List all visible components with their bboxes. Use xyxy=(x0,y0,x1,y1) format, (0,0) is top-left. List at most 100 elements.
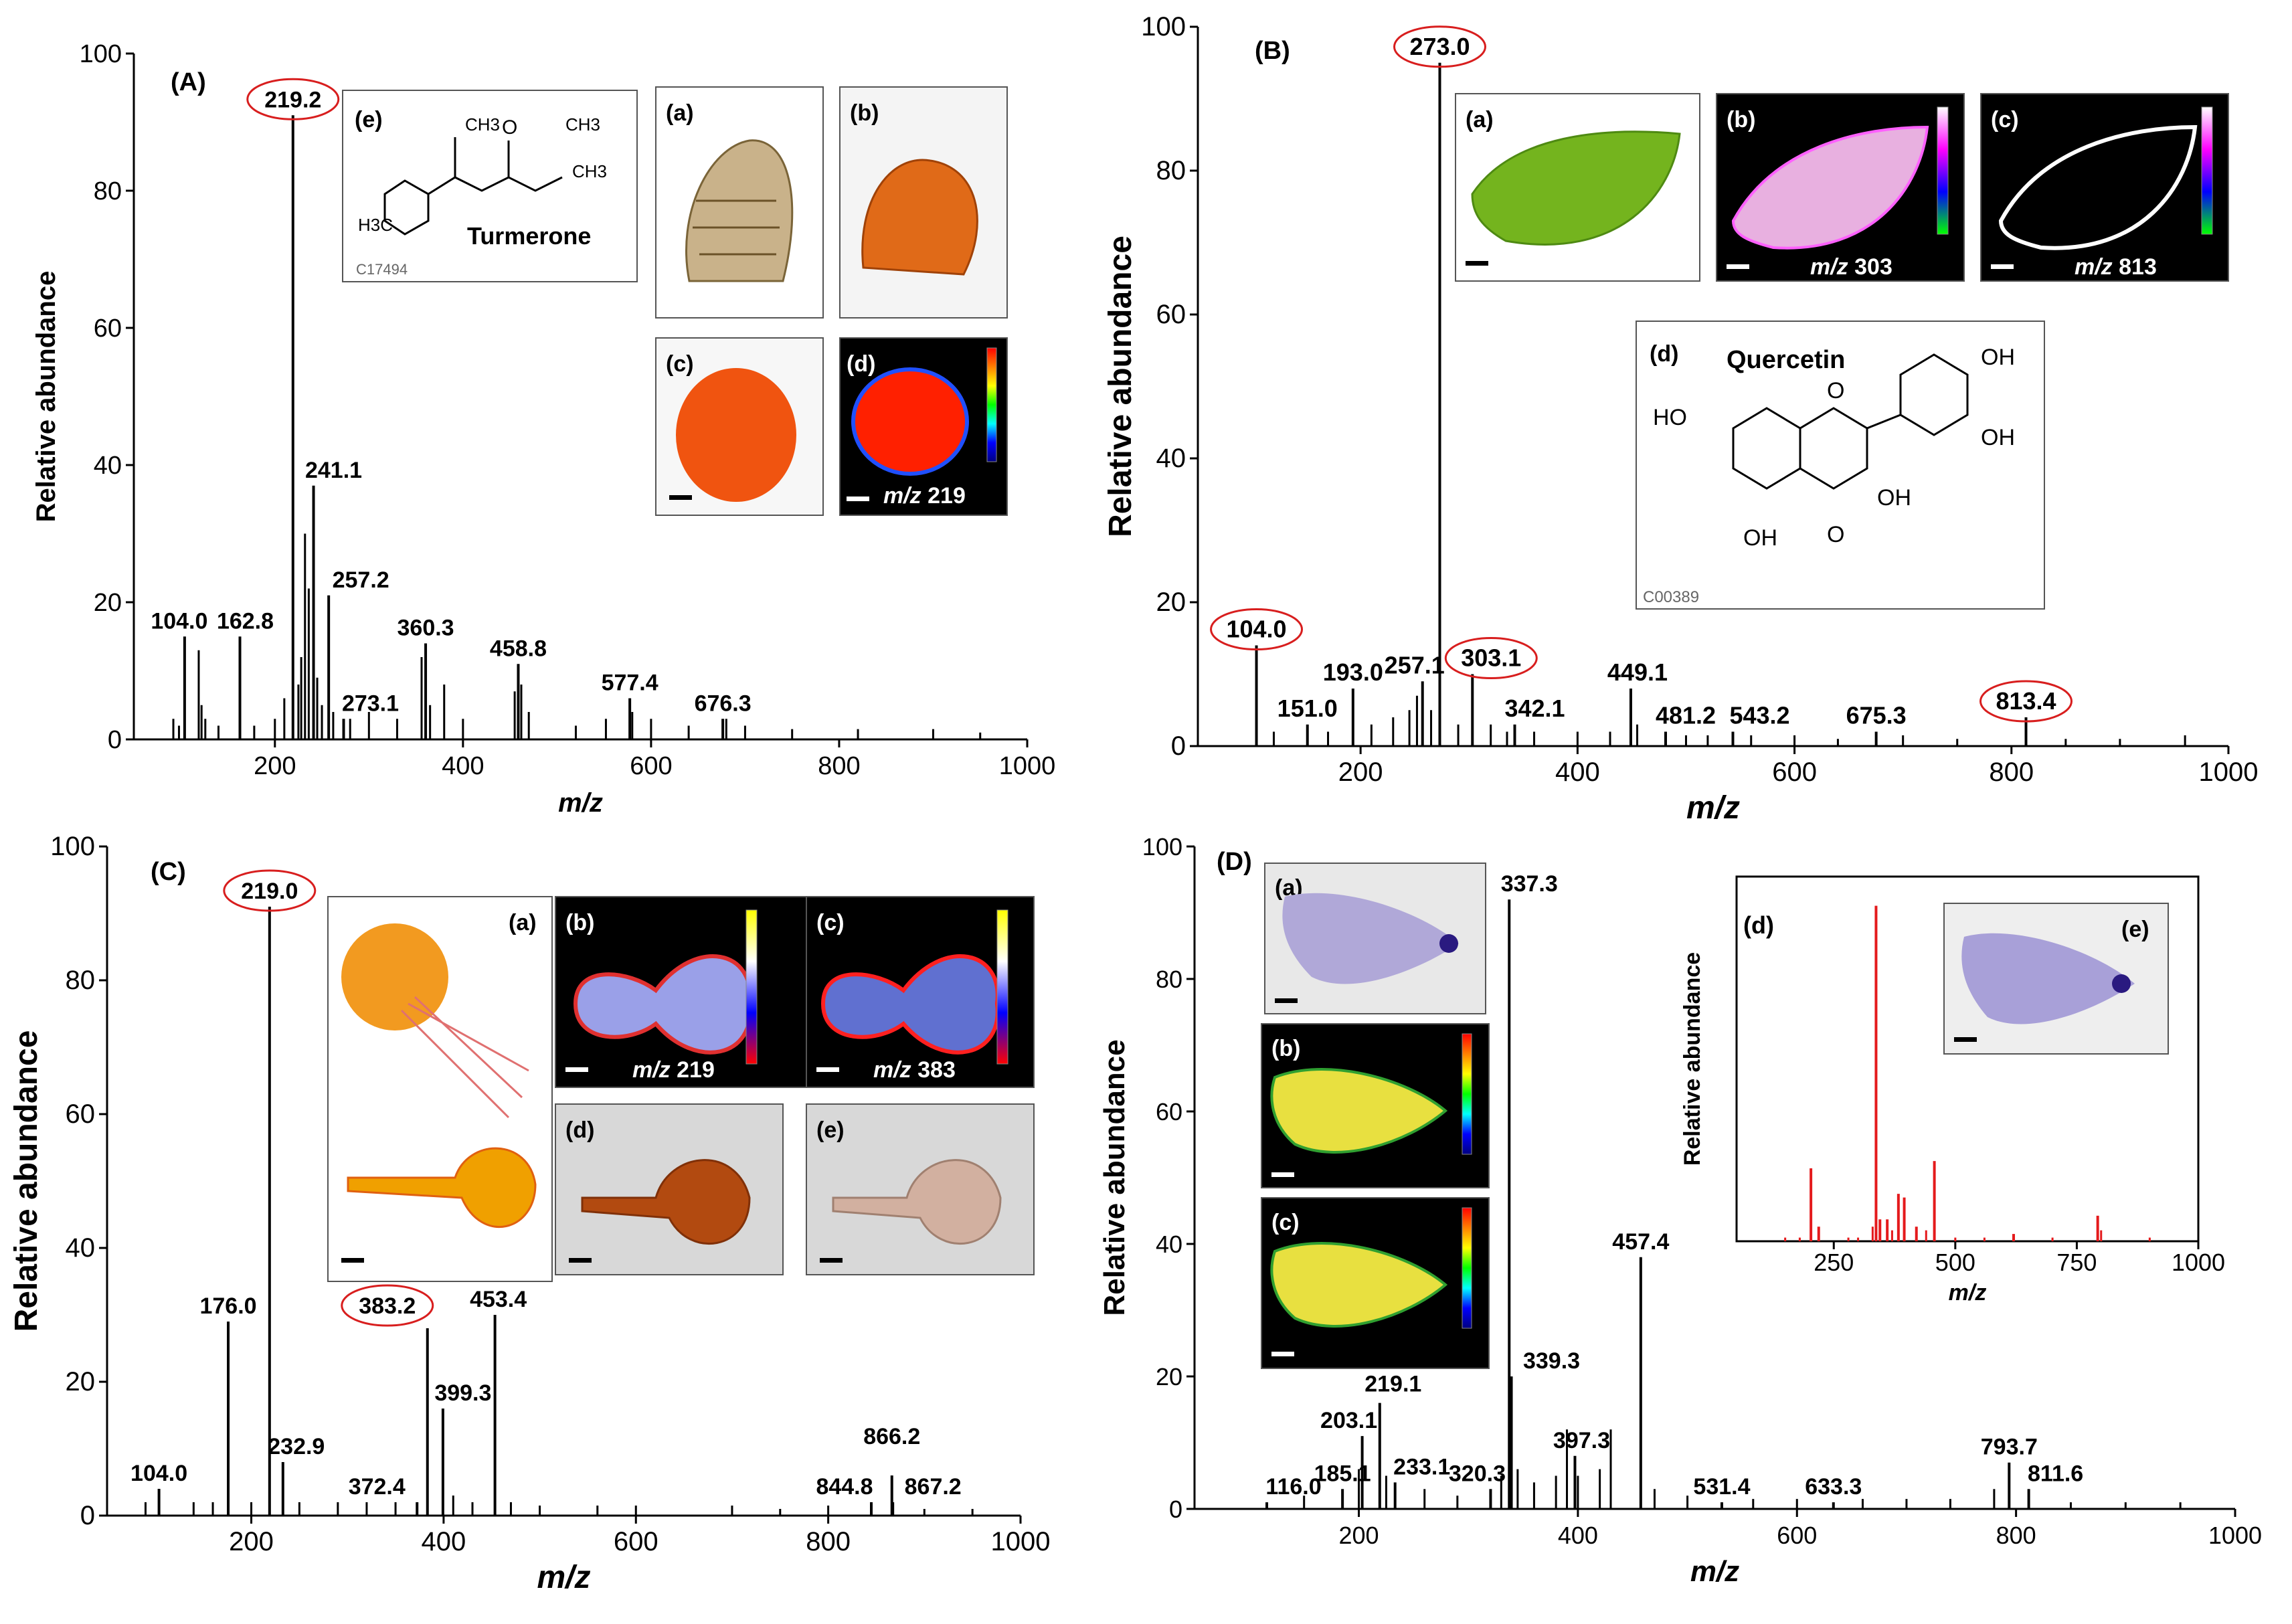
scale-bar xyxy=(816,1067,839,1072)
x-axis-label: m/z xyxy=(1949,1280,1987,1305)
peak-label: 104.0 xyxy=(1226,616,1286,643)
petal-spot xyxy=(2112,974,2131,993)
mz-caption: m/z 303 xyxy=(1810,254,1892,280)
mz-caption: m/z 457 xyxy=(1348,1344,1431,1369)
ion-distribution xyxy=(1998,124,2198,250)
peak-label: 303.1 xyxy=(1461,644,1521,672)
y-tick-label: 0 xyxy=(1169,1496,1182,1523)
peak-label: 577.4 xyxy=(602,670,658,696)
inset-label: (a) xyxy=(1466,107,1494,132)
panel-label: (C) xyxy=(151,858,186,886)
x-tick-label: 1000 xyxy=(2172,1249,2225,1276)
colorbar xyxy=(986,347,997,462)
peak-label: 176.0 xyxy=(199,1293,256,1319)
x-axis-label: m/z xyxy=(1686,790,1740,826)
colorbar xyxy=(1462,1033,1472,1155)
y-tick-label: 20 xyxy=(1156,588,1186,617)
ion-distribution xyxy=(1270,1242,1448,1328)
structure-box-quercetin xyxy=(1636,321,2045,610)
y-tick-label: 100 xyxy=(50,832,95,861)
peak-label: 453.4 xyxy=(470,1287,527,1312)
y-tick-label: 80 xyxy=(66,966,96,995)
y-tick-label: 0 xyxy=(108,726,122,754)
peak-label: 372.4 xyxy=(349,1474,406,1500)
rhizome-cut-shape xyxy=(861,159,978,276)
y-tick-label: 80 xyxy=(1156,156,1186,185)
atom-label: HO xyxy=(1653,405,1687,430)
inset-label: (e) xyxy=(816,1117,845,1143)
peak-highlight-circle xyxy=(1210,608,1304,650)
x-tick-label: 400 xyxy=(1555,757,1600,787)
peak-label: 383.2 xyxy=(359,1293,416,1319)
scale-bar xyxy=(341,1258,364,1263)
peak-label: 219.2 xyxy=(264,87,321,112)
scale-bar xyxy=(669,495,692,500)
atom-label: O xyxy=(1827,378,1844,403)
y-tick-label: 40 xyxy=(66,1233,96,1263)
x-tick-label: 800 xyxy=(806,1527,851,1556)
peak-label: 337.3 xyxy=(1501,871,1558,897)
x-tick-label: 200 xyxy=(1338,1522,1379,1549)
scale-bar xyxy=(847,497,869,501)
mz-caption: m/z 219 xyxy=(883,483,966,509)
bond xyxy=(1866,414,1901,430)
scale-bar xyxy=(1466,261,1488,266)
peak-label: 342.1 xyxy=(1504,695,1565,722)
y-tick-label: 100 xyxy=(80,40,122,68)
scale-bar xyxy=(1271,1172,1294,1177)
peak-highlight-circle xyxy=(1393,25,1486,68)
colorbar xyxy=(996,909,1008,1065)
scale-bar xyxy=(820,1258,843,1263)
peak-label: 457.4 xyxy=(1612,1229,1669,1255)
ring-bond xyxy=(383,179,430,236)
peak-label: 232.9 xyxy=(268,1434,325,1459)
x-axis-label: m/z xyxy=(537,1560,590,1595)
x-tick-label: 800 xyxy=(1989,757,2034,787)
x-tick-label: 750 xyxy=(2056,1249,2097,1276)
panel-label: (d) xyxy=(1743,911,1774,939)
peak-label: 193.0 xyxy=(1323,658,1383,686)
y-axis-label: Relative abundance xyxy=(1098,1039,1131,1316)
scale-bar xyxy=(1991,264,2014,269)
x-tick-label: 200 xyxy=(1338,757,1383,787)
y-tick-label: 40 xyxy=(94,452,122,480)
x-tick-label: 1000 xyxy=(2208,1522,2262,1549)
peak-label: 675.3 xyxy=(1846,702,1907,729)
panel-B: 0 20 40 60 80 100 200 400 600 800 1000 m/z Relative … xyxy=(1103,12,2258,826)
x-tick-label: 250 xyxy=(1814,1249,1854,1276)
x-tick-label: 200 xyxy=(229,1527,274,1556)
ion-distribution xyxy=(851,367,969,476)
colorbar xyxy=(1462,1207,1472,1329)
peak-highlight-circle xyxy=(341,1284,434,1327)
compound-id: C00389 xyxy=(1643,588,1699,606)
y-tick-label: 20 xyxy=(94,589,122,617)
inset-label: (c) xyxy=(666,351,694,377)
atom-label: OH xyxy=(1743,525,1777,551)
peak-label: 867.2 xyxy=(905,1474,962,1500)
y-tick-label: 40 xyxy=(1156,1231,1182,1258)
inset-label: (b) xyxy=(1727,107,1755,132)
x-tick-label: 600 xyxy=(1772,757,1817,787)
x-axis-label: m/z xyxy=(1690,1555,1739,1588)
compound-id: C17494 xyxy=(356,261,408,278)
y-tick-label: 60 xyxy=(66,1099,96,1129)
panel-label: (B) xyxy=(1255,37,1290,65)
mz-caption: m/z 383 xyxy=(873,1057,956,1083)
petal-shape xyxy=(1282,893,1459,984)
x-tick-label: 1000 xyxy=(991,1527,1051,1556)
peak-label: 481.2 xyxy=(1656,702,1716,729)
compound-name: Quercetin xyxy=(1727,346,1845,374)
petal-spot xyxy=(1439,934,1458,953)
x-tick-label: 1000 xyxy=(2199,757,2259,787)
colorbar xyxy=(745,909,758,1065)
x-tick-label: 500 xyxy=(1935,1249,1975,1276)
compound-name: Turmerone xyxy=(467,222,591,250)
x-tick-label: 1000 xyxy=(999,752,1056,780)
petal-shape xyxy=(581,1159,751,1245)
inset-label: (e) xyxy=(2121,917,2149,942)
y-tick-label: 80 xyxy=(1156,966,1182,993)
y-tick-label: 60 xyxy=(94,314,122,343)
ring-bond xyxy=(1799,407,1868,490)
peak-label: 531.4 xyxy=(1693,1474,1750,1500)
x-tick-label: 400 xyxy=(422,1527,466,1556)
